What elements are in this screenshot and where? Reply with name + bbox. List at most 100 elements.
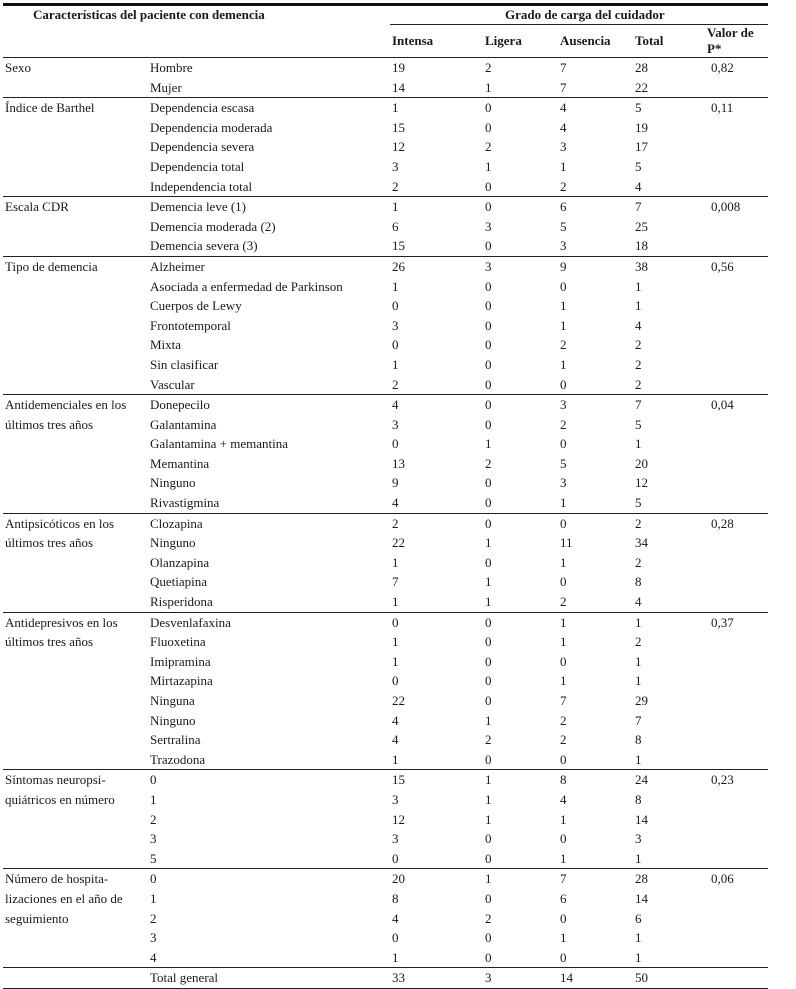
category-label: Frontotemporal [150,317,231,333]
category-label: Mirtazapina [150,673,213,689]
value-ligera: 0 [485,653,492,669]
value-intensa: 4 [392,495,399,511]
value-ligera: 2 [485,910,492,926]
value-total: 20 [635,455,648,471]
value-total: 7 [633,394,693,415]
p-value [693,652,768,672]
value-intensa: 8 [392,890,399,906]
value-total: 18 [635,238,648,254]
table-row: Tipo de demencia Alzheimer 26 3 9 38 0,56 [3,255,768,395]
p-value [693,434,768,454]
category-label: 1 [150,791,157,807]
value-total: 1 [635,930,642,946]
category-label: Rivastigmina [150,495,220,511]
value-ausencia: 0 [560,831,567,847]
characteristics-header: Características del paciente con demenci… [33,7,265,23]
value-total: 6 [635,910,642,926]
value-ausencia: 9 [558,255,633,277]
value-intensa: 26 [390,255,483,277]
p-value [693,217,768,237]
p-value [693,730,768,750]
p-value [693,928,768,948]
col-p-value: Valor de P* [707,25,754,56]
value-ligera: 0 [483,611,558,633]
empty-cell [3,967,148,989]
table-row: Frontotemporal 3 0 1 4 [3,316,768,336]
category-label: Memantina [150,455,210,471]
value-total: 8 [635,732,642,748]
table-row: Vascular 2 0 0 2 [3,375,768,395]
value-intensa: 20 [390,868,483,889]
value-ausencia: 1 [560,673,567,689]
table-row: Sin clasificar 1 0 1 2 [3,355,768,375]
value-total: 8 [635,791,642,807]
value-ausencia: 8 [558,769,633,790]
category-label: Donepecilo [148,394,390,415]
value-ligera: 0 [485,831,492,847]
value-intensa: 0 [392,436,399,452]
value-intensa: 14 [392,79,405,95]
value-intensa: 9 [392,475,399,491]
value-ligera: 1 [485,594,492,610]
category-label: Dependencia escasa [148,97,390,118]
value-ligera: 0 [485,337,492,353]
value-intensa: 3 [392,791,399,807]
value-intensa: 1 [392,594,399,610]
value-intensa: 0 [392,930,399,946]
group-label: Número de hospita-lizaciones en el año d… [3,868,148,968]
col-ausencia: Ausencia [560,33,611,48]
category-label: Olanzapina [150,554,210,570]
group-label: Índice de Barthel [3,97,148,197]
table-row: Ninguno 22 1 11 34 [3,533,768,553]
value-intensa: 3 [392,416,399,432]
p-value [693,829,768,849]
value-ausencia: 4 [560,791,567,807]
value-total: 17 [635,139,648,155]
value-total: 2 [635,337,642,353]
total-label: Total general [148,967,390,989]
value-intensa: 15 [392,119,405,135]
value-intensa: 1 [392,949,399,965]
p-value [693,137,768,157]
category-label: Dependencia moderada [150,119,273,135]
table-row: 2 12 1 1 14 [3,810,768,830]
value-ligera: 0 [485,356,492,372]
value-total: 2 [635,356,642,372]
value-ligera: 1 [485,574,492,590]
p-value [693,454,768,474]
p-value [693,553,768,573]
value-intensa: 4 [390,394,483,415]
p-value: 0,04 [693,394,768,415]
category-label: Imipramina [150,653,211,669]
value-intensa: 1 [392,554,399,570]
p-value [693,375,768,395]
total-total: 50 [633,967,693,989]
p-value [693,592,768,612]
value-total: 7 [633,196,693,217]
value-intensa: 3 [392,317,399,333]
value-intensa: 1 [390,97,483,118]
value-ausencia: 5 [560,455,567,471]
category-label: 0 [148,769,390,790]
p-value [693,691,768,711]
p-value [693,493,768,513]
value-ligera: 3 [483,255,558,277]
group-label: Antidemenciales en los últimos tres años [3,394,148,514]
table-row: Quetiapina 7 1 0 8 [3,572,768,592]
value-intensa: 0 [392,337,399,353]
value-ligera: 1 [485,158,492,174]
value-intensa: 3 [392,158,399,174]
category-label: Dependencia total [150,158,245,174]
value-ligera: 0 [485,673,492,689]
value-total: 28 [633,56,693,78]
value-total: 25 [635,218,648,234]
value-ligera: 0 [485,178,492,194]
value-intensa: 1 [392,751,399,767]
group-label: Tipo de demencia [3,255,148,395]
value-ligera: 0 [485,930,492,946]
value-ligera: 1 [485,791,492,807]
value-ligera: 1 [483,868,558,889]
value-ligera: 2 [485,732,492,748]
value-ausencia: 6 [560,890,567,906]
value-total: 5 [633,97,693,118]
